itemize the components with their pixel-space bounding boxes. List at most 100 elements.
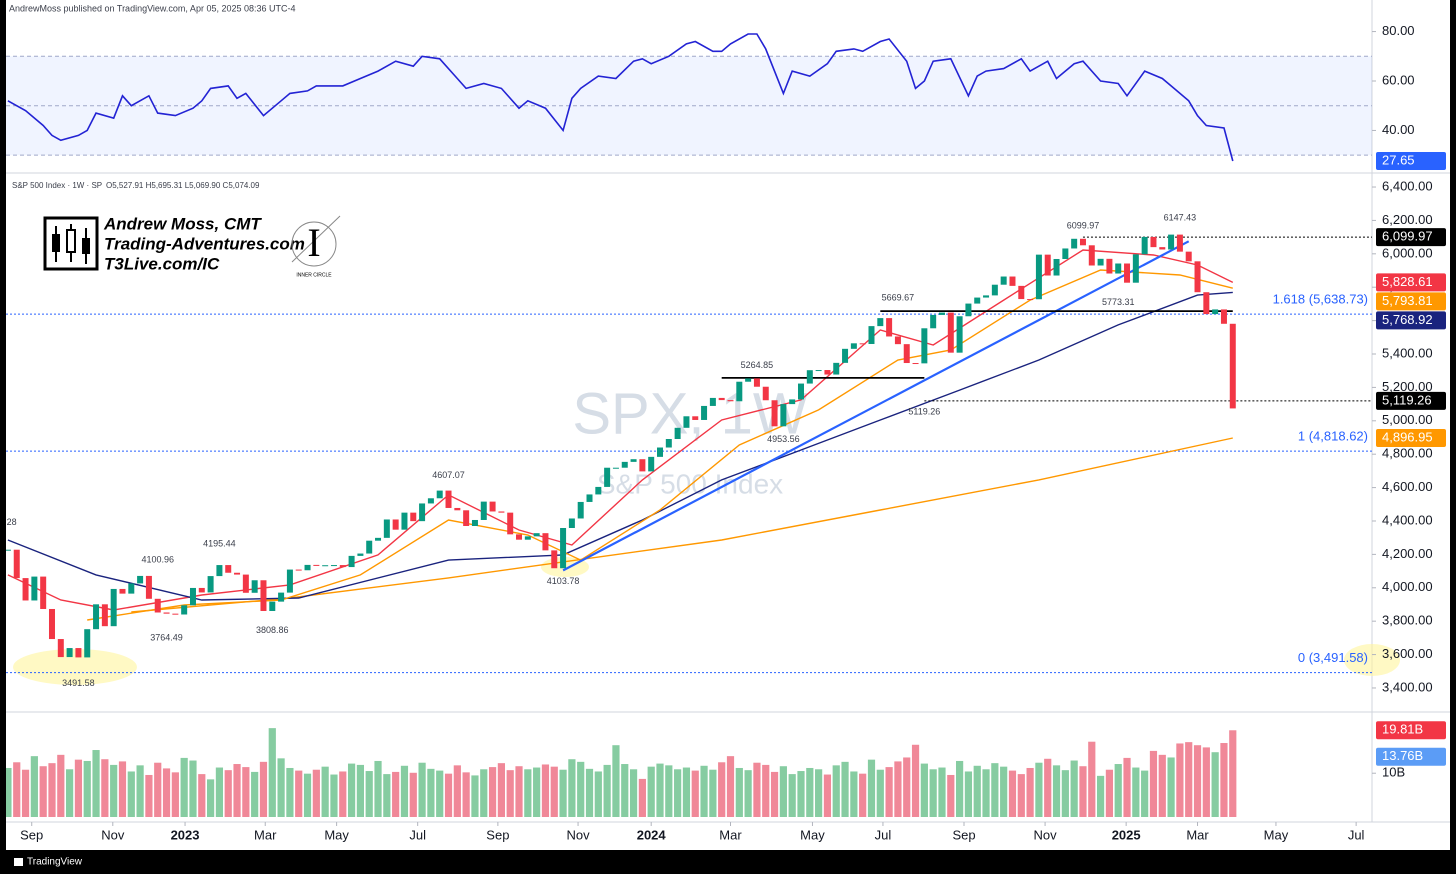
candle [383,519,390,538]
volume-bar [621,764,629,817]
candle [806,370,813,384]
candle [956,316,963,353]
rsi-line [7,33,1234,162]
volume-bar [453,765,461,817]
candle [1176,234,1183,252]
volume-bar [1176,743,1184,817]
candle [401,512,408,530]
candle [357,553,364,556]
volume-bar [48,763,56,817]
candle [595,486,602,495]
volume-bar [162,768,171,817]
volume-bar [647,766,655,817]
volume-bar [674,769,682,817]
candle [1220,309,1227,324]
volume-bar [973,765,981,817]
volume-bar [92,750,100,817]
candle [419,503,426,522]
volume-bar [145,774,153,817]
candle [683,416,690,428]
candle [463,510,470,526]
price-label-box [1376,429,1446,448]
y-tick-label: 4,600.00 [1382,479,1433,494]
candle [304,564,311,571]
candle [1053,258,1060,276]
badge-slash [291,215,341,263]
candle [762,386,769,401]
candle [524,536,531,540]
price-label: 13.76B [1382,748,1423,763]
candle [701,405,708,420]
logo-candle [52,234,60,252]
candle [137,575,144,584]
fib-label: 1 (4,818.62) [1298,429,1368,444]
candle [586,494,593,502]
candle [797,383,804,400]
price-annotation: 5669.67 [882,292,915,302]
price-label: 19.81B [1382,722,1423,737]
y-tick-label: 5,400.00 [1382,345,1433,360]
volume-bar [779,766,787,817]
candle [251,580,258,593]
candle [1097,258,1104,266]
candle [894,336,901,345]
candle [1132,254,1139,283]
volume-bar [1193,745,1202,817]
candle [568,518,575,528]
x-tick-label: Jul [409,827,426,842]
volume-bar [867,759,876,817]
price-annotation: 4195.44 [203,539,236,549]
y-tick-label: 80.00 [1382,23,1415,38]
price-annotation: 5119.26 [908,406,940,416]
candle [13,549,20,579]
x-tick-label: Nov [566,827,590,842]
candle [1000,276,1007,285]
y-tick-label: 5,000.00 [1382,412,1433,427]
candle [75,648,82,658]
candle [753,378,760,387]
legend-ohlc: O5,527.91 H5,695.31 L5,069.90 C5,074.09 [106,181,260,190]
volume-bar [762,764,770,817]
volume-bar [110,764,118,817]
volume-bar [726,756,735,817]
candle [84,629,91,658]
volume-bar [665,765,673,817]
candle [868,326,875,344]
volume-bar [700,765,708,817]
volume-bar [400,765,409,817]
volume-bar [938,767,946,817]
footer: TradingView [27,857,83,868]
watermark-subtitle: S&P 500 Index [597,468,783,499]
candle [621,461,628,468]
volume-bar [471,775,479,817]
volume-bar [339,771,347,817]
fib-label: 0 (3,491.58) [1298,650,1368,665]
candle [1062,248,1069,259]
moving-average [87,269,1233,621]
volume-bar [198,774,206,817]
volume-bar [753,762,761,817]
volume-bar [118,761,127,817]
candle [93,604,100,630]
candle [260,580,267,611]
volume-bar [612,745,620,817]
candle [507,512,514,535]
candle [692,416,699,420]
volume-bar [295,770,303,817]
volume-bar [1088,741,1096,817]
logo-url: T3Live.com/IC [104,254,220,273]
price-annotation: 5773.31 [1102,297,1135,307]
price-annotation: 4100.96 [141,554,174,564]
candle [560,527,567,569]
price-annotation: 3764.49 [150,632,183,642]
candle [903,344,910,364]
volume-bar [1149,750,1158,817]
candle [1185,251,1192,262]
legend-title: S&P 500 Index · 1W · SP [12,181,102,190]
candle [207,576,214,593]
volume-bar [480,769,488,817]
volume-bar [207,779,215,817]
volume-bar [594,771,602,817]
volume-bar [180,757,188,817]
